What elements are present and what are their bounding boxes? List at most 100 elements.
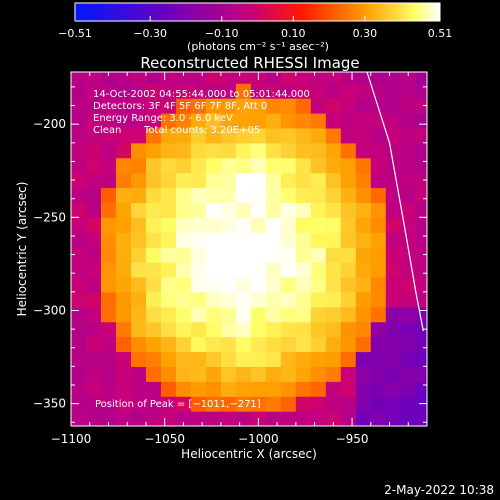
- heatmap-cell: [310, 247, 327, 263]
- heatmap-cell: [175, 83, 192, 99]
- heatmap-cell: [400, 321, 417, 338]
- heatmap-cell: [415, 172, 427, 189]
- heatmap-cell: [85, 351, 102, 367]
- heatmap-cell: [145, 98, 162, 114]
- heatmap-cell: [130, 232, 147, 248]
- heatmap-cell: [145, 291, 162, 308]
- heatmap-cell: [160, 321, 177, 338]
- heatmap-cell: [325, 187, 342, 204]
- heatmap-cell: [175, 381, 192, 397]
- heatmap-cell: [385, 98, 402, 114]
- heatmap-cell: [415, 336, 427, 353]
- heatmap-cell: [265, 276, 282, 293]
- heatmap-cell: [205, 127, 222, 144]
- heatmap-cell: [325, 72, 342, 84]
- heatmap-cell: [385, 202, 402, 218]
- heatmap-cell: [115, 98, 132, 114]
- heatmap-cell: [400, 187, 417, 204]
- heatmap-cell: [205, 262, 222, 278]
- heatmap-cell: [295, 98, 312, 114]
- heatmap-cell: [250, 321, 267, 338]
- heatmap-cell: [250, 142, 267, 159]
- heatmap-cell: [220, 381, 237, 397]
- heatmap-cell: [265, 142, 282, 159]
- heatmap-cell: [175, 247, 192, 263]
- heatmap-cell: [325, 276, 342, 293]
- heatmap-cell: [145, 262, 162, 278]
- heatmap-cell: [310, 187, 327, 204]
- heatmap-cell: [235, 142, 252, 159]
- heatmap-cell: [340, 83, 357, 99]
- heatmap-cell: [190, 127, 207, 144]
- heatmap-cell: [385, 291, 402, 308]
- heatmap-cell: [100, 321, 117, 338]
- heatmap-cell: [220, 83, 237, 99]
- heatmap-cell: [355, 127, 372, 144]
- heatmap-cell: [265, 306, 282, 323]
- heatmap-cell: [415, 202, 427, 218]
- heatmap-cell: [235, 351, 252, 367]
- heatmap-cell: [175, 142, 192, 159]
- heatmap-cell: [160, 72, 177, 84]
- colorbar: [74, 2, 441, 22]
- heatmap-cell: [220, 217, 237, 233]
- heatmap-cell: [115, 366, 132, 382]
- heatmap-cell: [295, 351, 312, 367]
- heatmap-cell: [160, 396, 177, 412]
- heatmap-cell: [145, 202, 162, 218]
- heatmap-cell: [130, 411, 147, 426]
- heatmap-cell: [340, 202, 357, 218]
- heatmap-cell: [71, 336, 87, 353]
- heatmap-cell: [385, 306, 402, 323]
- heatmap-cell: [355, 202, 372, 218]
- heatmap-cell: [400, 157, 417, 174]
- heatmap-cell: [115, 351, 132, 367]
- heatmap-cell: [220, 351, 237, 367]
- heatmap-cell: [310, 217, 327, 233]
- heatmap-cell: [295, 232, 312, 248]
- heatmap-cell: [370, 306, 387, 323]
- heatmap-cell: [280, 351, 297, 367]
- heatmap-cell: [220, 202, 237, 218]
- heatmap-cell: [295, 366, 312, 382]
- heatmap-cell: [205, 306, 222, 323]
- heatmap-cell: [295, 321, 312, 338]
- heatmap-cell: [130, 83, 147, 99]
- x-tick-label: −1000: [238, 432, 279, 446]
- heatmap-cell: [190, 381, 207, 397]
- heatmap-cell: [220, 306, 237, 323]
- heatmap-cell: [160, 83, 177, 99]
- heatmap-cell: [205, 202, 222, 218]
- heatmap-cell: [310, 127, 327, 144]
- heatmap-cell: [115, 232, 132, 248]
- heatmap-cell: [370, 276, 387, 293]
- x-tick-label: −1050: [144, 432, 185, 446]
- heatmap-cell: [145, 247, 162, 263]
- heatmap-cell: [145, 127, 162, 144]
- heatmap-cell: [310, 336, 327, 353]
- heatmap-cell: [265, 172, 282, 189]
- heatmap-cell: [370, 411, 387, 426]
- heatmap-cell: [340, 232, 357, 248]
- heatmap-cell: [250, 157, 267, 174]
- heatmap-cell: [190, 351, 207, 367]
- heatmap-cell: [100, 381, 117, 397]
- heatmap-cell: [235, 276, 252, 293]
- time-range-annotation: 14-Oct-2002 04:55:44.000 to 05:01:44.000: [93, 89, 310, 100]
- heatmap-cell: [370, 112, 387, 129]
- heatmap-cell: [415, 276, 427, 293]
- colorbar-tick-label: 0.10: [281, 27, 306, 40]
- heatmap-cell: [71, 187, 87, 204]
- heatmap-cell: [235, 291, 252, 308]
- heatmap-cell: [250, 247, 267, 263]
- heatmap-cell: [160, 127, 177, 144]
- heatmap-cell: [400, 98, 417, 114]
- heatmap-cell: [280, 366, 297, 382]
- heatmap-cell: [250, 366, 267, 382]
- heatmap-cell: [280, 142, 297, 159]
- heatmap-cell: [280, 72, 297, 84]
- heatmap-cell: [175, 411, 192, 426]
- chart-title: Reconstructed RHESSI Image: [140, 54, 359, 72]
- heatmap-cell: [85, 276, 102, 293]
- heatmap-cell: [340, 142, 357, 159]
